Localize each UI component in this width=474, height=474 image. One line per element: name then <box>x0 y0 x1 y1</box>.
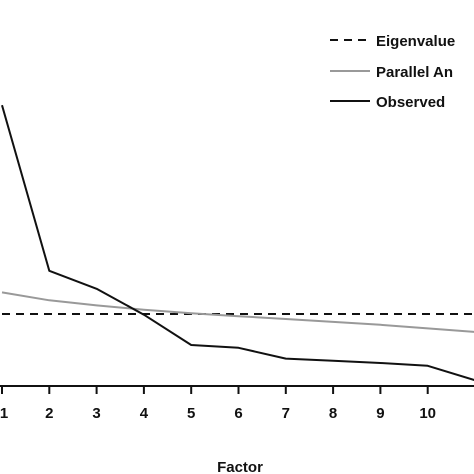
x-tick-label: 6 <box>234 405 242 422</box>
legend: Eigenvalue Parallel An Observed <box>330 33 455 111</box>
series-line-parallel-analysis <box>1 291 474 333</box>
series-layer <box>1 104 474 381</box>
x-tick-label: 8 <box>329 405 337 422</box>
legend-label-observed: Observed <box>376 94 445 111</box>
x-tick-label: 2 <box>45 405 53 422</box>
x-tick-label: 1 <box>0 405 8 422</box>
x-axis-label: Factor <box>217 459 263 474</box>
x-tick-label: 5 <box>187 405 195 422</box>
x-axis: 1 2 3 4 5 6 7 8 9 10 <box>0 385 474 422</box>
x-tick-label: 9 <box>376 405 384 422</box>
x-tick-label: 7 <box>282 405 290 422</box>
x-tick-label: 10 <box>419 405 436 422</box>
series-line-observed <box>1 104 474 381</box>
x-tick-label: 3 <box>92 405 100 422</box>
x-tick-label: 4 <box>140 405 149 422</box>
legend-label-eigenvalue: Eigenvalue <box>376 33 455 50</box>
legend-label-parallel-analysis: Parallel An <box>376 64 453 81</box>
